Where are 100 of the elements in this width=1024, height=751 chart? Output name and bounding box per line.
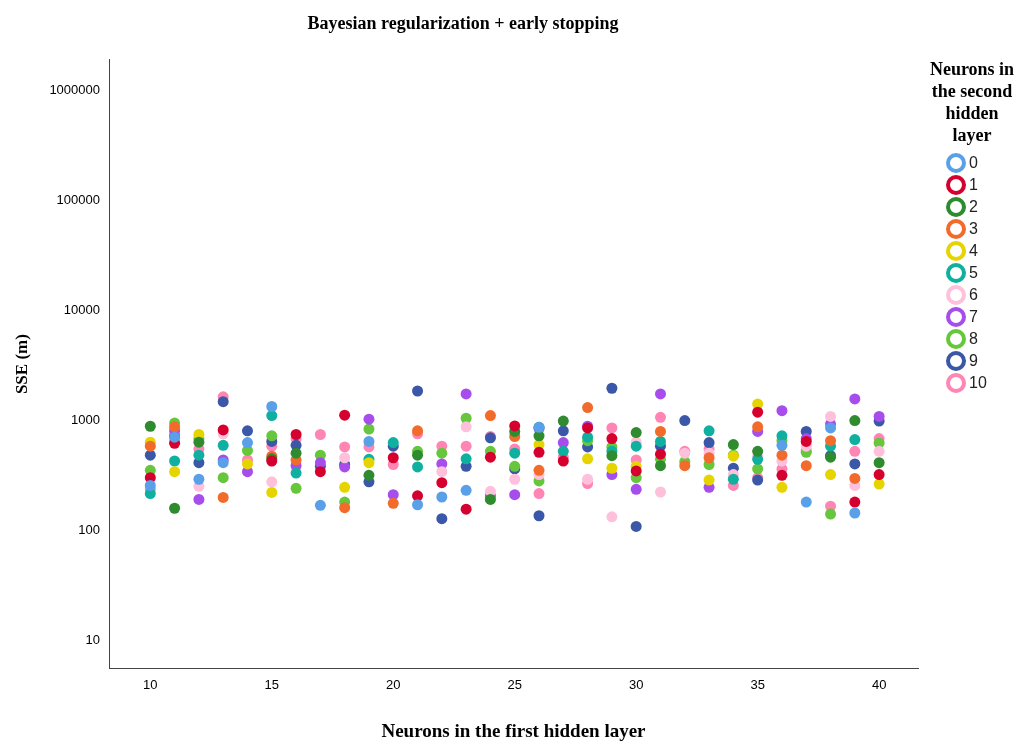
point [484, 451, 496, 463]
point [606, 382, 618, 394]
point [460, 388, 472, 400]
point [630, 520, 642, 532]
point [339, 481, 351, 493]
point [436, 447, 448, 459]
point [776, 449, 788, 461]
point [533, 510, 545, 522]
point [873, 469, 885, 481]
point [825, 410, 837, 422]
point [169, 466, 181, 478]
point [825, 508, 837, 520]
point [606, 450, 618, 462]
point [849, 472, 861, 484]
point [776, 469, 788, 481]
point [363, 413, 375, 425]
point [776, 439, 788, 451]
point [849, 415, 861, 427]
point [363, 435, 375, 447]
point [193, 449, 205, 461]
point [557, 425, 569, 437]
point [849, 393, 861, 405]
y-tick-label: 100 [78, 521, 101, 537]
point [606, 462, 618, 474]
point [144, 440, 156, 452]
point [752, 445, 764, 457]
point [703, 425, 715, 437]
y-tick-label: 1000000 [49, 81, 101, 97]
point [339, 409, 351, 421]
point [849, 507, 861, 519]
point [654, 411, 666, 423]
y-tick-label: 100000 [56, 191, 101, 207]
point [460, 484, 472, 496]
point [533, 464, 545, 476]
legend-label: 5 [969, 264, 978, 282]
point [533, 446, 545, 458]
point [412, 490, 424, 502]
point [363, 457, 375, 469]
point [412, 461, 424, 473]
point [654, 486, 666, 498]
point [727, 439, 739, 451]
x-tick-label: 20 [386, 676, 401, 692]
point [339, 452, 351, 464]
point [217, 424, 229, 436]
point [849, 496, 861, 508]
point [752, 421, 764, 433]
point [436, 477, 448, 489]
point [412, 499, 424, 511]
point [776, 405, 788, 417]
legend-label: 6 [969, 286, 978, 304]
point [266, 486, 278, 498]
point [849, 458, 861, 470]
point [703, 437, 715, 449]
point [630, 440, 642, 452]
chart-title: Bayesian regularization + early stopping [307, 13, 619, 34]
point [654, 425, 666, 437]
point [630, 483, 642, 495]
point [412, 449, 424, 461]
point [873, 478, 885, 490]
point [217, 491, 229, 503]
point [509, 420, 521, 432]
legend-label: 3 [969, 220, 978, 238]
point [557, 445, 569, 457]
point [387, 497, 399, 509]
point [193, 493, 205, 505]
legend-label: 9 [969, 352, 978, 370]
point [825, 469, 837, 481]
legend-label: 10 [969, 374, 987, 392]
y-tick-label: 1000 [71, 411, 101, 427]
legend-label: 2 [969, 198, 978, 216]
point [752, 406, 764, 418]
point [849, 445, 861, 457]
point [169, 502, 181, 514]
point [241, 458, 253, 470]
point [460, 503, 472, 515]
point [266, 401, 278, 413]
point [193, 473, 205, 485]
point [800, 460, 812, 472]
point [363, 423, 375, 435]
point [169, 421, 181, 433]
y-axis-title: SSE (m) [11, 334, 31, 395]
point [412, 385, 424, 397]
point [314, 466, 326, 478]
point [703, 474, 715, 486]
point [679, 415, 691, 427]
point [509, 447, 521, 459]
legend-label: 1 [969, 176, 978, 194]
point [800, 496, 812, 508]
point [436, 491, 448, 503]
point [460, 421, 472, 433]
point [654, 435, 666, 447]
point [217, 439, 229, 451]
point [217, 472, 229, 484]
point [509, 473, 521, 485]
point [290, 467, 302, 479]
point [582, 431, 594, 443]
x-tick-label: 30 [628, 676, 644, 692]
legend-title: Neurons in the second hidden layer [928, 58, 1016, 146]
point [630, 427, 642, 439]
point [679, 460, 691, 472]
